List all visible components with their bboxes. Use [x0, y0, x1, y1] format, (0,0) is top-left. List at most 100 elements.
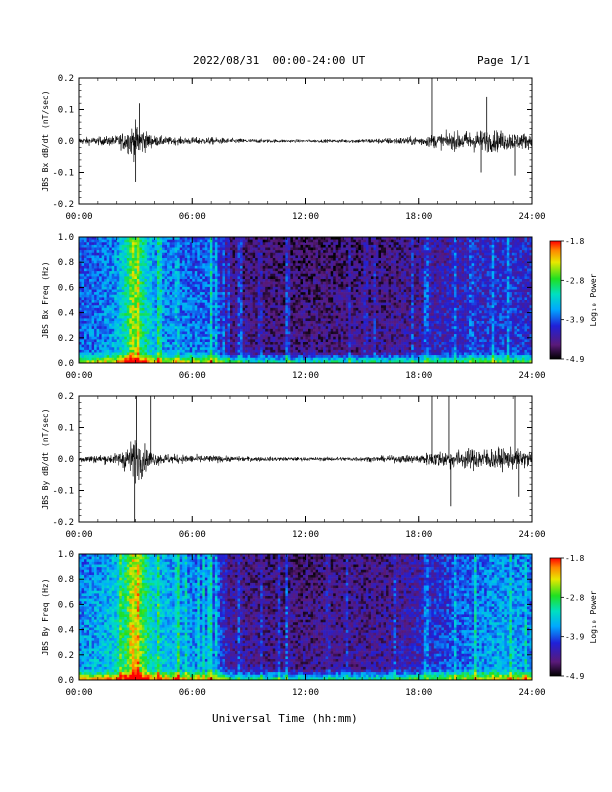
heatmap-cell — [232, 321, 236, 324]
heatmap-cell — [232, 302, 236, 306]
heatmap-cell — [302, 307, 306, 311]
heatmap-cell — [129, 297, 133, 301]
heatmap-cell — [104, 352, 107, 356]
heatmap-cell — [295, 352, 299, 356]
heatmap-cell — [275, 247, 279, 251]
heatmap-cell — [272, 344, 276, 348]
heatmap-cell — [164, 273, 168, 277]
heatmap-cell — [94, 326, 97, 330]
heatmap-cell — [235, 276, 238, 280]
heatmap-cell — [262, 281, 266, 285]
heatmap-cell — [136, 268, 140, 272]
heatmap-cell — [151, 300, 155, 303]
heatmap-cell — [227, 289, 231, 293]
heatmap-cell — [280, 289, 284, 293]
heatmap-cell — [202, 252, 206, 256]
heatmap-cell — [84, 276, 87, 280]
heatmap-cell — [174, 265, 178, 269]
heatmap-cell — [240, 360, 243, 364]
heatmap-cell — [182, 331, 185, 335]
heatmap-cell — [91, 318, 95, 322]
heatmap-cell — [204, 276, 208, 280]
heatmap-cell — [270, 244, 274, 248]
heatmap-cell — [157, 263, 160, 267]
heatmap-cell — [164, 355, 168, 359]
heatmap-cell — [297, 300, 301, 303]
heatmap-cell — [252, 315, 256, 319]
heatmap-cell — [154, 326, 158, 330]
heatmap-cell — [323, 328, 326, 332]
heatmap-cell — [265, 244, 269, 248]
heatmap-cell — [131, 323, 135, 327]
heatmap-cell — [151, 326, 155, 330]
heatmap-cell — [252, 323, 256, 327]
heatmap-cell — [151, 294, 155, 298]
heatmap-cell — [219, 321, 223, 324]
heatmap-cell — [310, 271, 314, 275]
heatmap-cell — [84, 342, 87, 345]
heatmap-cell — [177, 318, 180, 322]
heatmap-cell — [250, 284, 253, 288]
heatmap-cell — [139, 342, 143, 345]
heatmap-cell — [275, 276, 279, 280]
heatmap-cell — [114, 289, 118, 293]
heatmap-cell — [174, 307, 178, 311]
heatmap-cell — [330, 360, 334, 364]
heatmap-cell — [134, 289, 138, 293]
heatmap-cell — [232, 255, 236, 259]
heatmap-cell — [141, 247, 145, 251]
heatmap-cell — [141, 297, 145, 301]
heatmap-cell — [101, 297, 105, 301]
heatmap-cell — [287, 334, 291, 338]
heatmap-cell — [149, 263, 153, 267]
heatmap-cell — [106, 313, 110, 317]
heatmap-cell — [277, 331, 281, 335]
heatmap-cell — [224, 321, 228, 324]
heatmap-cell — [267, 326, 271, 330]
heatmap-cell — [267, 289, 271, 293]
heatmap-cell — [96, 313, 100, 317]
heatmap-cell — [285, 273, 289, 277]
heatmap-cell — [282, 294, 286, 298]
heatmap-cell — [328, 347, 331, 351]
heatmap-cell — [106, 300, 110, 303]
heatmap-cell — [187, 276, 191, 280]
heatmap-cell — [277, 313, 281, 317]
heatmap-cell — [250, 307, 253, 311]
heatmap-cell — [212, 258, 216, 261]
heatmap-cell — [187, 326, 191, 330]
heatmap-cell — [197, 265, 201, 269]
heatmap-cell — [189, 239, 193, 243]
heatmap-cell — [275, 289, 279, 293]
heatmap-cell — [315, 294, 319, 298]
heatmap-cell — [328, 279, 331, 282]
heatmap-cell — [272, 265, 276, 269]
heatmap-cell — [247, 300, 251, 303]
heatmap-cell — [302, 284, 306, 288]
heatmap-cell — [119, 273, 123, 277]
heatmap-cell — [330, 357, 334, 361]
heatmap-cell — [297, 276, 301, 280]
heatmap-cell — [250, 339, 253, 343]
heatmap-cell — [262, 355, 266, 359]
heatmap-cell — [172, 294, 175, 298]
heatmap-cell — [151, 250, 155, 254]
heatmap-cell — [277, 281, 281, 285]
heatmap-cell — [202, 286, 206, 290]
heatmap-cell — [257, 273, 261, 277]
heatmap-cell — [89, 300, 92, 303]
heatmap-cell — [169, 326, 173, 330]
heatmap-cell — [257, 268, 261, 272]
heatmap-cell — [84, 279, 87, 282]
heatmap-cell — [164, 321, 168, 324]
heatmap-cell — [235, 265, 238, 269]
heatmap-cell — [172, 307, 175, 311]
heatmap-cell — [86, 318, 90, 322]
heatmap-cell — [267, 265, 271, 269]
heatmap-cell — [184, 307, 188, 311]
heatmap-cell — [290, 297, 294, 301]
heatmap-cell — [109, 268, 113, 272]
heatmap-cell — [146, 342, 150, 345]
heatmap-cell — [325, 352, 329, 356]
heatmap-cell — [305, 286, 309, 290]
